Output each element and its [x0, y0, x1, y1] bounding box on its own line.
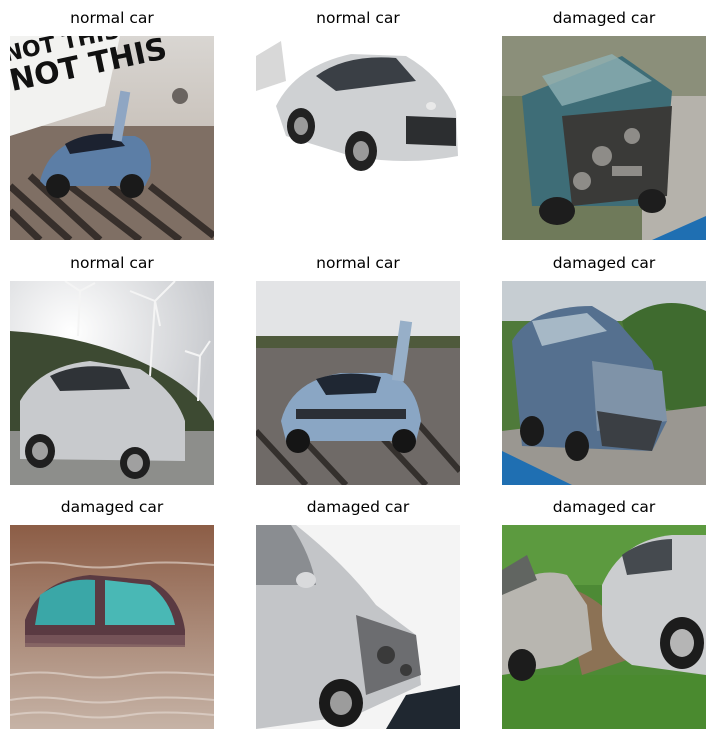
silver-sedan-white-background-image	[256, 36, 460, 240]
car-image	[256, 525, 460, 729]
image-title: damaged car	[552, 254, 656, 272]
car-image	[10, 525, 214, 729]
wrecked-teal-car-front-image	[502, 36, 706, 240]
flooded-car-in-water-image	[10, 525, 214, 729]
silver-hatchback-wind-turbines-image	[10, 281, 214, 485]
crashed-blue-minivan-image	[502, 281, 706, 485]
blue-supercar-doors-open-image: NOT THIS NOT THIS	[10, 36, 214, 240]
car-image: NOT THIS NOT THIS	[10, 36, 214, 240]
image-title: damaged car	[60, 498, 164, 516]
image-title: damaged car	[552, 498, 656, 516]
car-image	[256, 36, 460, 240]
image-title: normal car	[70, 9, 154, 27]
two-silver-cars-collision-image	[502, 525, 706, 729]
blue-supercar-rear-view-image	[256, 281, 460, 485]
silver-car-damaged-front-image	[256, 525, 460, 729]
car-image	[502, 36, 706, 240]
image-title: normal car	[70, 254, 154, 272]
image-title: normal car	[316, 9, 400, 27]
car-image	[502, 281, 706, 485]
image-title: normal car	[316, 254, 400, 272]
car-image	[256, 281, 460, 485]
car-image	[502, 525, 706, 729]
image-title: damaged car	[306, 498, 410, 516]
image-title: damaged car	[552, 9, 656, 27]
car-image	[10, 281, 214, 485]
